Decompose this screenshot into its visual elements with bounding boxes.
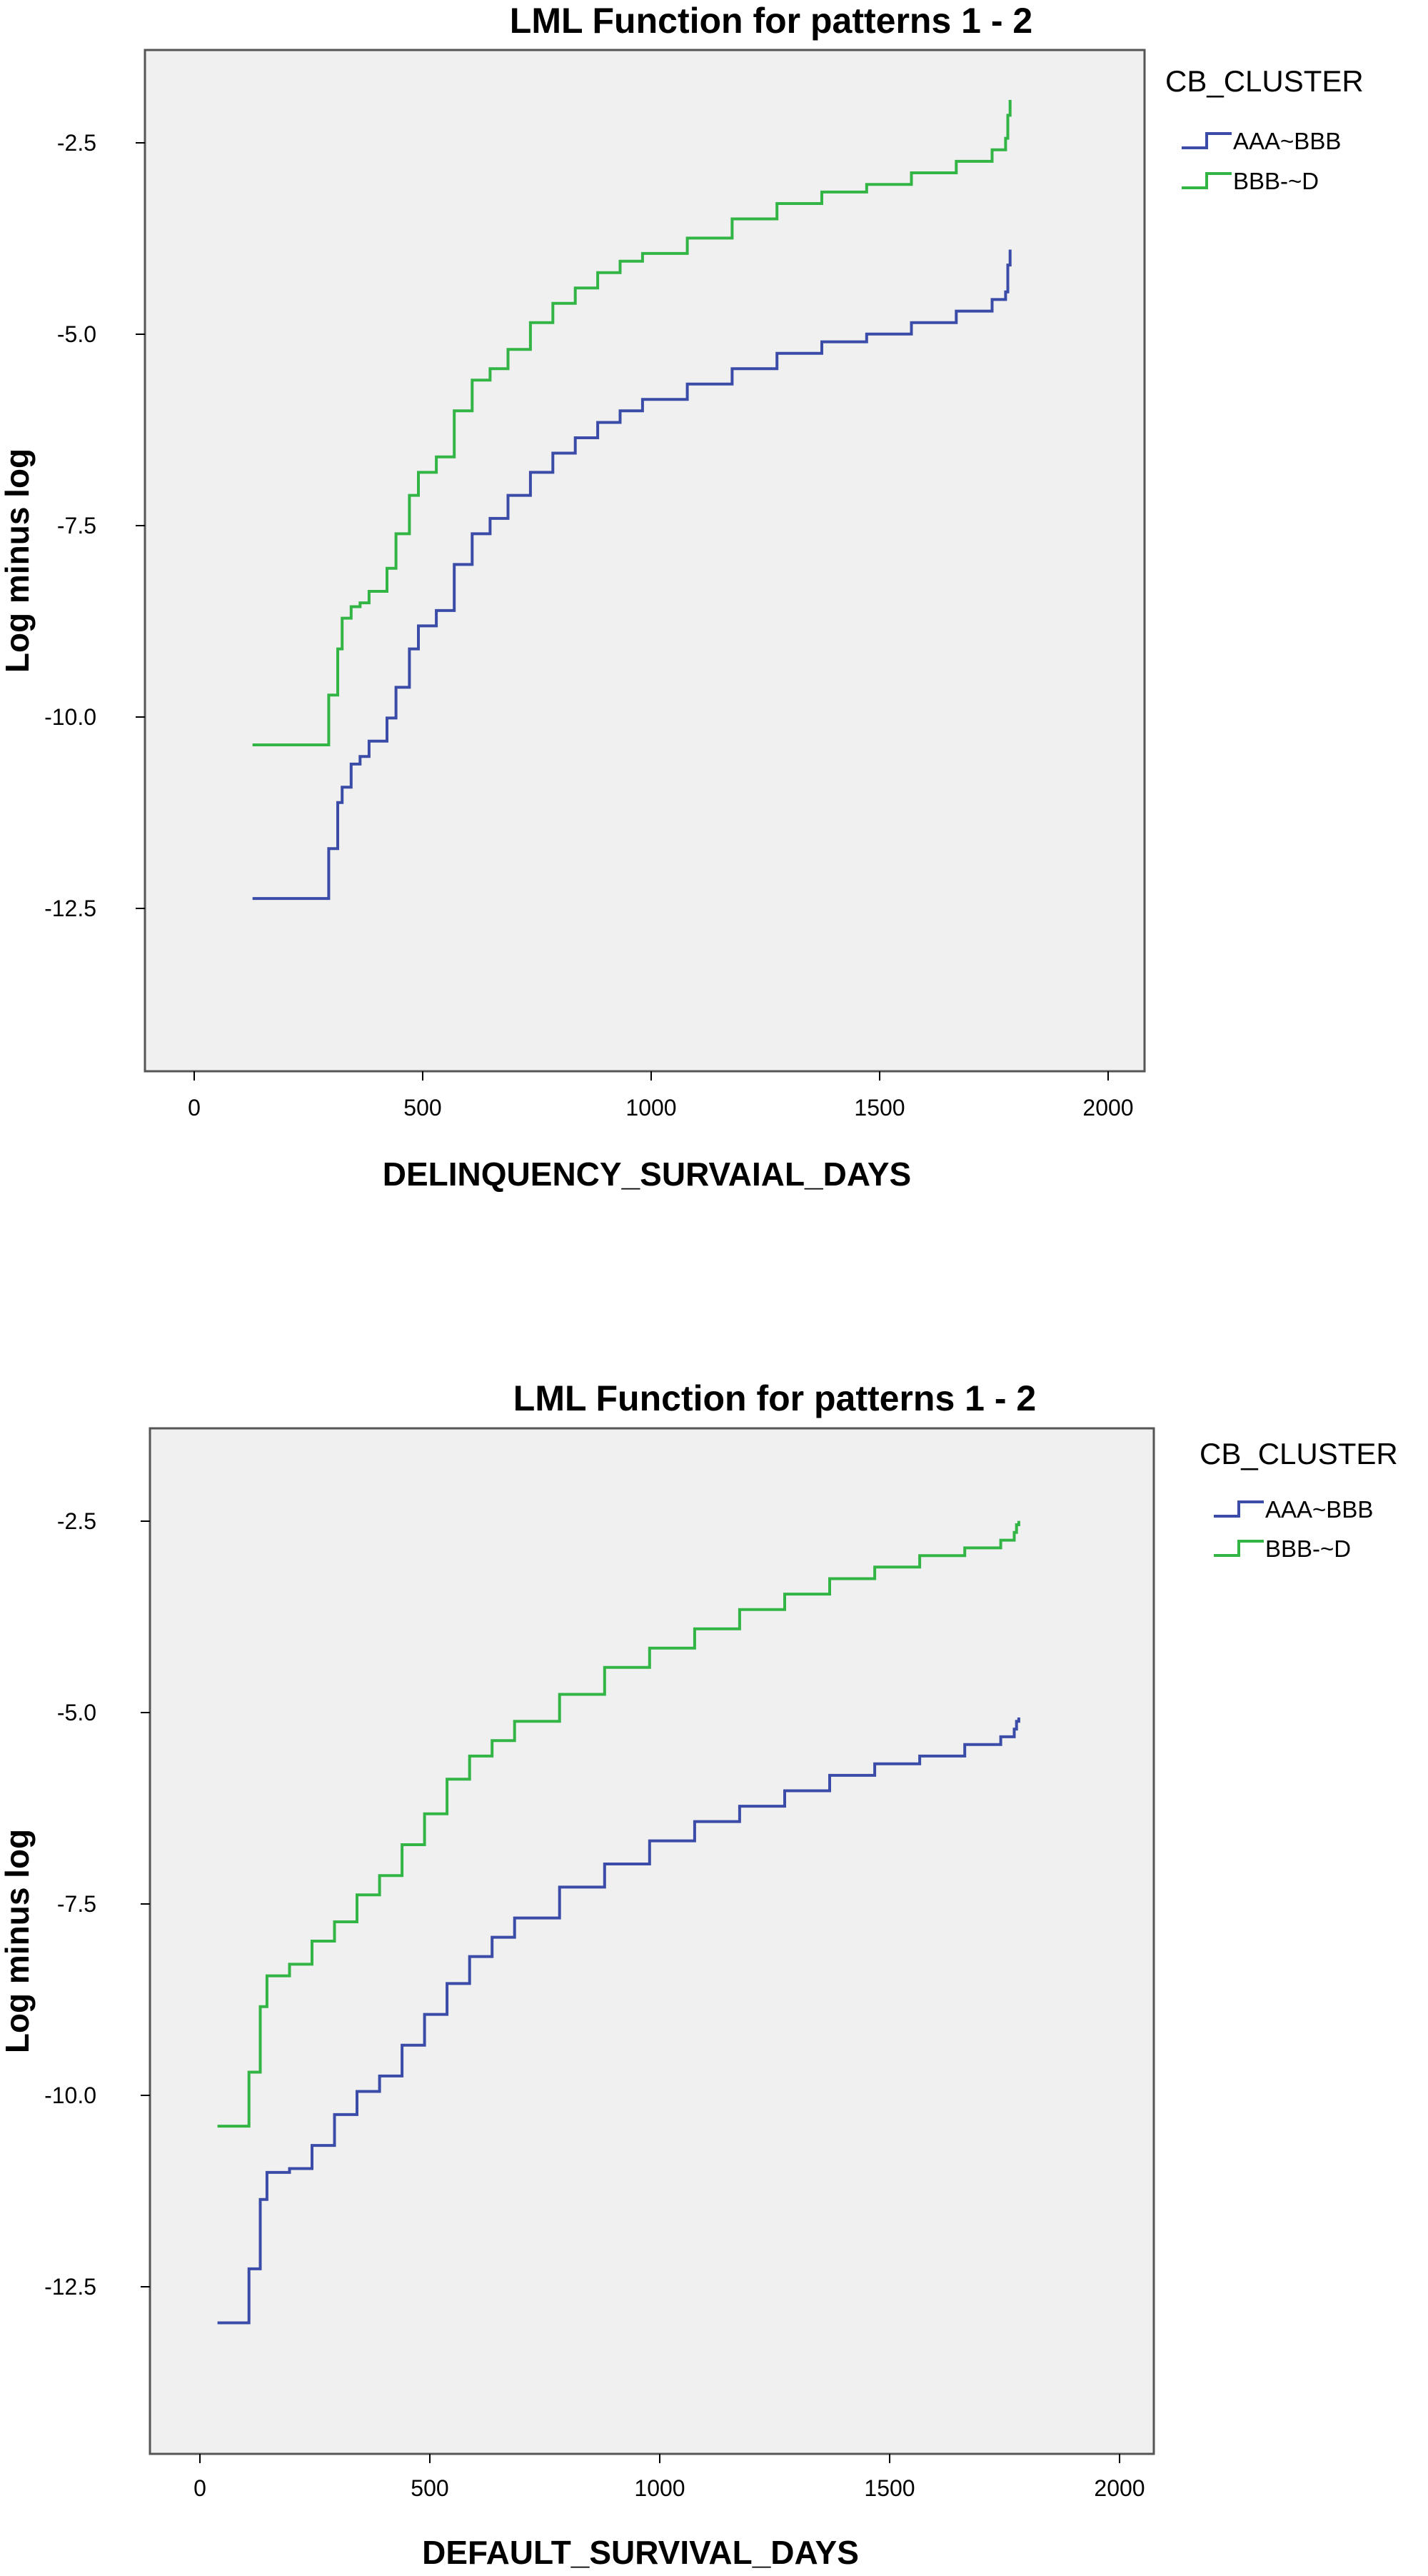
- series-lines: [252, 99, 1012, 901]
- y-tick-label: -12.5: [44, 2274, 96, 2300]
- y-ticks: [136, 142, 145, 909]
- x-tick-labels: 0 500 1000 1500 2000: [188, 1095, 1133, 1121]
- x-tick-label: 1000: [625, 1095, 676, 1121]
- x-tick-label: 500: [403, 1095, 441, 1121]
- x-tick-label: 0: [188, 1095, 201, 1121]
- y-tick-label: -12.5: [44, 896, 96, 921]
- chart-title: LML Function for patterns 1 - 2: [510, 1, 1032, 41]
- legend: CB_CLUSTER AAA~BBB BBB-~D: [1165, 64, 1364, 194]
- y-tick-label: -2.5: [57, 1508, 96, 1534]
- y-tick-label: -5.0: [57, 1700, 96, 1725]
- legend-label-aaa-bbb: AAA~BBB: [1233, 128, 1341, 154]
- y-tick-labels: -2.5 -5.0 -7.5 -10.0 -12.5: [44, 130, 96, 921]
- y-tick-label: -5.0: [57, 321, 96, 347]
- y-tick-label: -10.0: [44, 2083, 96, 2108]
- series-lines: [217, 1520, 1020, 2325]
- legend-swatch-bbb-d: [1214, 1540, 1264, 1557]
- legend-label-aaa-bbb: AAA~BBB: [1265, 1496, 1373, 1523]
- x-tick-label: 1500: [854, 1095, 905, 1121]
- x-axis-label: DELINQUENCY_SURVAIAL_DAYS: [383, 1156, 911, 1193]
- chart-title: LML Function for patterns 1 - 2: [513, 1378, 1036, 1418]
- legend-title: CB_CLUSTER: [1200, 1437, 1398, 1470]
- chart-2: LML Function for patterns 1 - 2 -2.5 -5.…: [0, 1378, 1398, 2571]
- x-ticks: [193, 1071, 1109, 1081]
- series-line-aaa-bbb: [217, 1717, 1020, 2325]
- x-tick-label: 1500: [864, 2475, 915, 2501]
- x-tick-label: 500: [411, 2475, 448, 2501]
- x-axis-label: DEFAULT_SURVIVAL_DAYS: [422, 2534, 859, 2571]
- legend: CB_CLUSTER AAA~BBB BBB-~D: [1200, 1437, 1398, 1562]
- legend-title: CB_CLUSTER: [1165, 64, 1364, 98]
- y-ticks: [141, 1520, 150, 2287]
- legend-label-bbb-d: BBB-~D: [1233, 168, 1319, 194]
- x-tick-label: 0: [193, 2475, 206, 2501]
- legend-label-bbb-d: BBB-~D: [1265, 1535, 1351, 1562]
- x-ticks: [199, 2454, 1120, 2463]
- series-line-bbb-d: [217, 1520, 1020, 2128]
- y-tick-label: -7.5: [57, 1891, 96, 1917]
- y-axis-label: Log minus log: [0, 1829, 36, 2053]
- y-tick-label: -2.5: [57, 130, 96, 156]
- plot-area: [149, 1427, 1155, 2455]
- x-tick-label: 2000: [1082, 1095, 1133, 1121]
- y-axis-label: Log minus log: [0, 448, 36, 673]
- y-tick-label: -10.0: [44, 704, 96, 730]
- legend-swatch-aaa-bbb: [1182, 132, 1232, 149]
- x-tick-labels: 0 500 1000 1500 2000: [193, 2475, 1145, 2501]
- series-line-aaa-bbb: [252, 249, 1012, 901]
- x-tick-label: 2000: [1094, 2475, 1145, 2501]
- plot-area: [144, 49, 1146, 1073]
- y-tick-label: -7.5: [57, 513, 96, 538]
- series-line-bbb-d: [252, 99, 1012, 746]
- legend-swatch-aaa-bbb: [1214, 1500, 1264, 1518]
- chart-1: LML Function for patterns 1 - 2 -2.5 -5.…: [0, 1, 1364, 1193]
- y-tick-labels: -2.5 -5.0 -7.5 -10.0 -12.5: [44, 1508, 96, 2300]
- legend-swatch-bbb-d: [1182, 172, 1232, 189]
- x-tick-label: 1000: [634, 2475, 685, 2501]
